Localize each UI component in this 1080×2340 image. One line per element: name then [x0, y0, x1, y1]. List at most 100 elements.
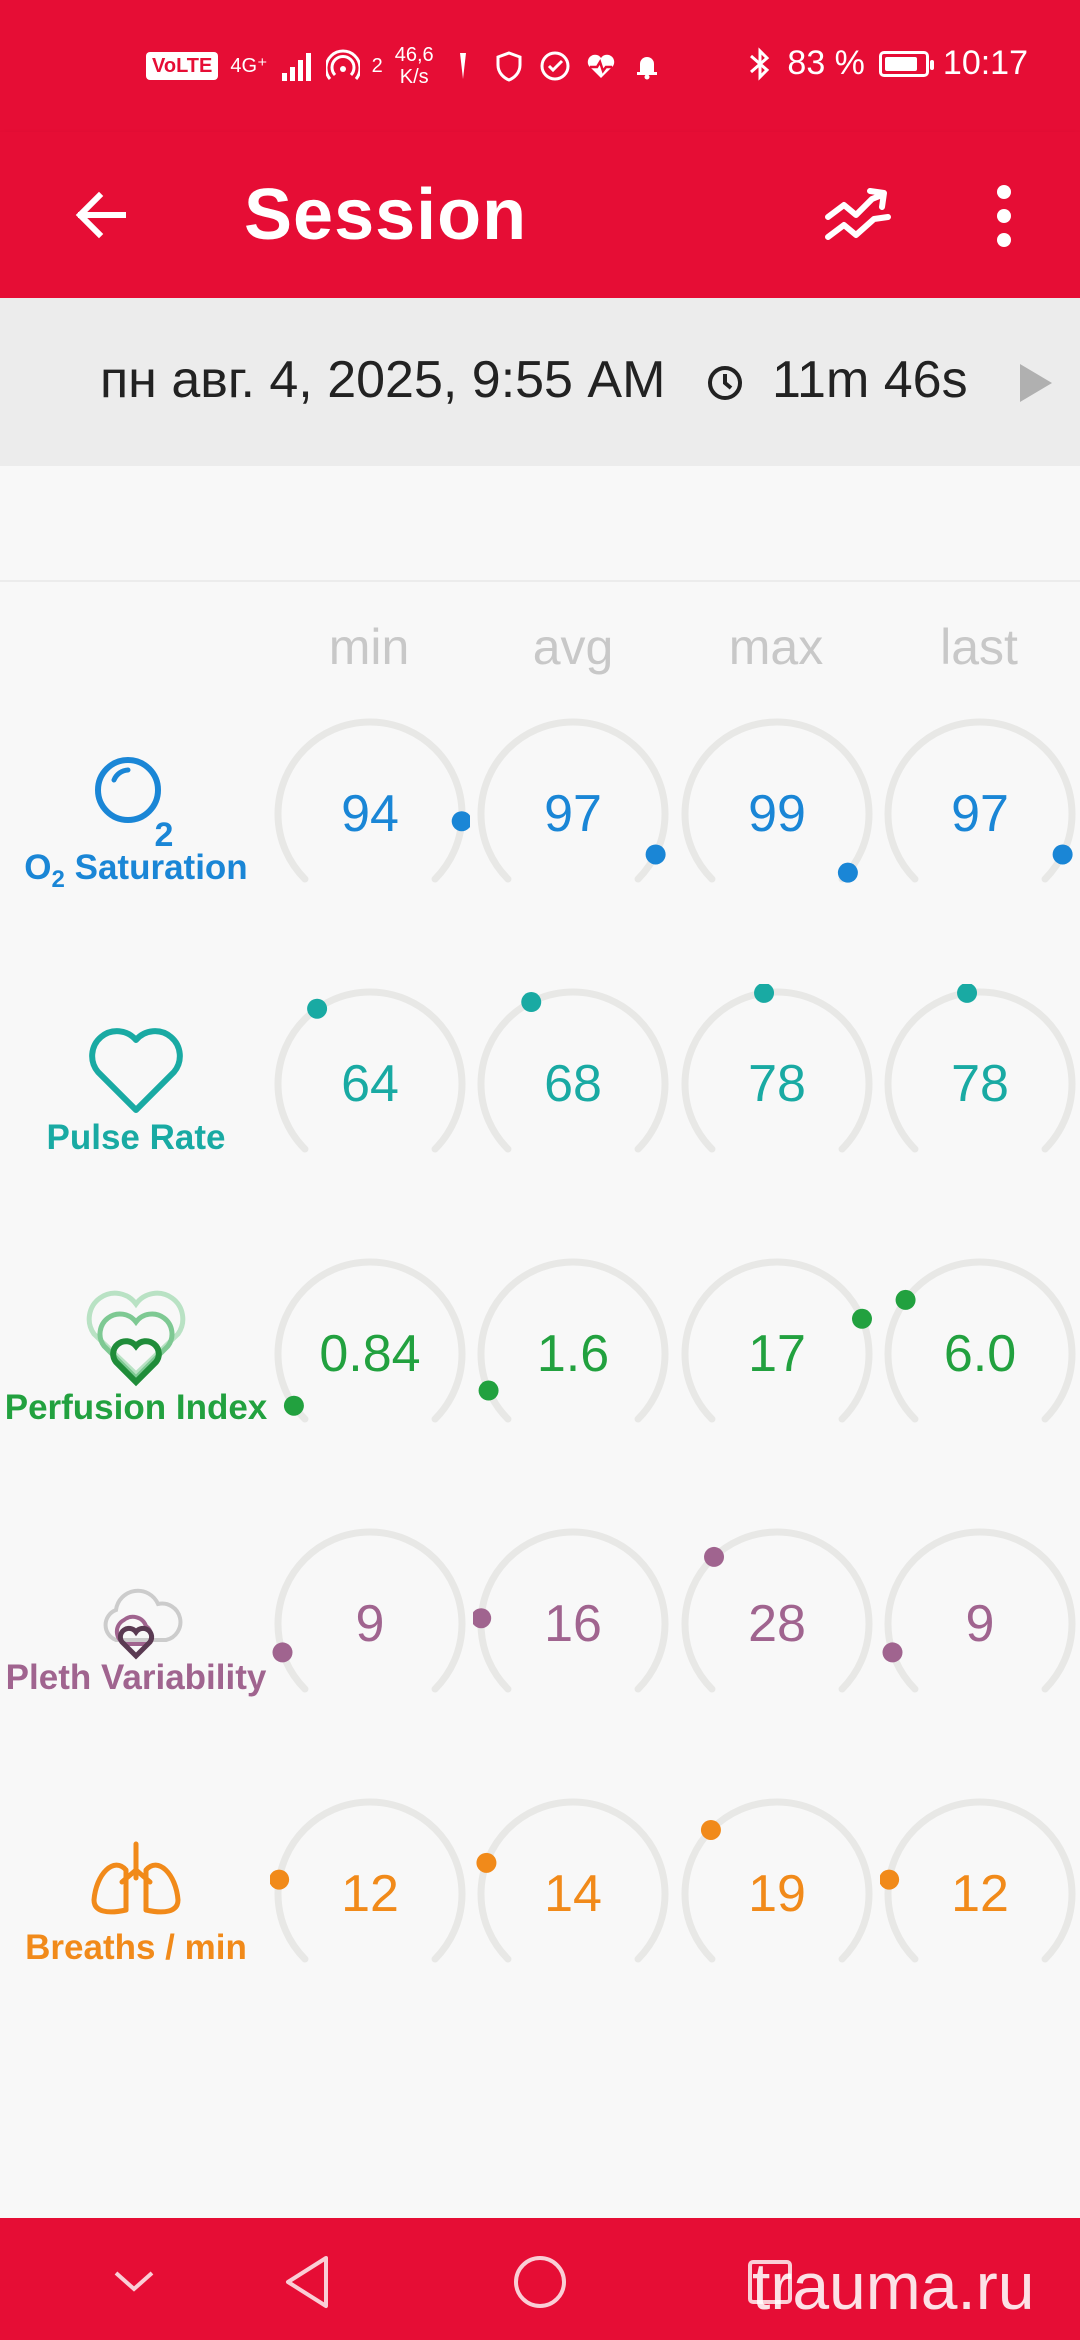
clock-icon [708, 366, 742, 400]
gauge-value: 94 [341, 785, 399, 843]
metric-row-pi: Perfusion Index 0.84 1.6 17 6.0 [0, 1254, 1080, 1474]
back-button[interactable] [56, 170, 146, 260]
gauge-track [274, 1798, 466, 1963]
gauge-pvi-last: 9 [880, 1524, 1080, 1724]
check-circle-icon [540, 51, 570, 81]
nav-back-button[interactable] [268, 2242, 348, 2322]
gauge-arc-svg [473, 1528, 669, 1693]
play-button[interactable] [1008, 358, 1058, 408]
gauge-indicator-dot [837, 862, 858, 883]
gauge-pi-last: 6.0 [880, 1254, 1080, 1454]
status-left: VoLTE 4G⁺ 2 46,6 K/s [146, 44, 664, 88]
gauge-arc-svg [272, 1528, 466, 1693]
gauge-spo2-max: 99 [677, 714, 877, 914]
metric-row-rr: Breaths / min 12 14 19 12 [0, 1794, 1080, 2014]
nav-home-button[interactable] [500, 2242, 580, 2322]
gauge-pi-min: 0.84 [270, 1254, 470, 1454]
metric-label-text: Breaths / min [25, 1928, 247, 1967]
speed-unit: K/s [399, 66, 429, 88]
gauge-arc-svg [274, 988, 466, 1153]
gauge-pi-avg: 1.6 [473, 1254, 673, 1454]
gauge-track [274, 1258, 466, 1423]
home-circle-icon [514, 2256, 566, 2308]
gauge-spo2-min: 94 [270, 714, 470, 914]
gauge-value: 78 [748, 1055, 806, 1113]
metric-row-pvi: Pleth Variability 9 16 28 9 [0, 1524, 1080, 1744]
gauge-arc-svg [880, 1798, 1076, 1963]
gauge-value: 64 [341, 1055, 399, 1113]
divider [0, 580, 1080, 582]
gauge-track [274, 988, 466, 1153]
metric-row-spo2: 2 O2 Saturation 94 97 99 97 [0, 714, 1080, 934]
gauge-value: 9 [355, 1595, 385, 1653]
gauge-pvi-max: 28 [677, 1524, 877, 1724]
gauge-indicator-dot [754, 984, 775, 1003]
metric-label-pulse: Pulse Rate [0, 984, 272, 1204]
gauge-track [274, 1528, 466, 1693]
gauge-pvi-min: 9 [270, 1524, 470, 1724]
gauge-spo2-avg: 97 [473, 714, 673, 914]
gauge-indicator-dot [283, 1395, 304, 1416]
gauge-arc-svg [681, 718, 873, 883]
gauge-arc-svg [681, 1528, 873, 1693]
gauge-indicator-dot [882, 1642, 903, 1663]
gauge-indicator-dot [270, 1869, 290, 1890]
bluetooth-icon [750, 46, 770, 81]
label-part: O [24, 848, 52, 887]
gauge-arc-svg [477, 718, 669, 883]
gauge-pulse-avg: 68 [473, 984, 673, 1184]
column-header-min: min [328, 619, 410, 675]
gauge-value: 12 [951, 1865, 1009, 1923]
gauge-arc-svg [274, 1258, 466, 1423]
gauge-value: 14 [544, 1865, 602, 1923]
gauge-rr-min: 12 [270, 1794, 470, 1994]
bell-icon [636, 57, 657, 80]
vpn-icon [459, 53, 466, 79]
label-part: Saturation [64, 848, 248, 887]
system-nav-bar [0, 2218, 1080, 2340]
metric-label-text: Pulse Rate [46, 1118, 226, 1157]
gauge-value: 9 [965, 1595, 995, 1653]
trends-button[interactable] [816, 168, 912, 264]
clock-time: 10:17 [942, 44, 1028, 82]
gauge-arc-svg [681, 1798, 873, 1963]
gauge-pulse-max: 78 [677, 984, 877, 1184]
gauge-value: 97 [544, 785, 602, 843]
gauge-rr-max: 19 [677, 1794, 877, 1994]
gauge-track [681, 1258, 873, 1423]
gauge-value: 19 [748, 1865, 806, 1923]
back-triangle-icon [286, 2256, 328, 2308]
gauge-indicator-dot [700, 1819, 721, 1840]
app-bar: Session [0, 132, 1080, 298]
shield-icon [496, 51, 522, 82]
gauge-track [477, 1258, 669, 1423]
status-right: 83 % 10:17 [747, 44, 1028, 83]
gauge-arc-svg [681, 984, 873, 1153]
gauge-indicator-dot [957, 984, 978, 1003]
more-options-button[interactable] [968, 168, 1040, 264]
nav-collapse-button[interactable] [94, 2242, 174, 2322]
column-header-max: max [728, 619, 824, 675]
gauge-value: 99 [748, 785, 806, 843]
column-header-last: last [940, 619, 1018, 675]
gauge-indicator-dot [473, 1608, 492, 1629]
svg-text:2: 2 [155, 816, 174, 850]
gauge-rr-last: 12 [880, 1794, 1080, 1994]
battery-icon [878, 50, 934, 77]
gauge-value: 6.0 [943, 1325, 1017, 1383]
session-duration: 11m 46s [772, 351, 968, 409]
signal-icon [281, 53, 311, 81]
hotspot-icon [325, 49, 360, 80]
gauge-arc-svg [477, 988, 669, 1153]
chevron-down-icon [114, 2271, 154, 2292]
recents-square-icon [748, 2260, 792, 2304]
metric-label-rr: Breaths / min [0, 1794, 272, 2014]
gauge-value: 16 [544, 1595, 602, 1653]
gauge-indicator-dot [476, 1852, 497, 1873]
arrow-back-icon [75, 191, 126, 239]
page-title: Session [244, 175, 528, 255]
gauge-pi-max: 17 [677, 1254, 877, 1454]
gauge-arc-svg [884, 984, 1076, 1153]
watermark: trauma.ru [752, 2249, 1035, 2323]
nav-recents-button[interactable] [730, 2242, 810, 2322]
